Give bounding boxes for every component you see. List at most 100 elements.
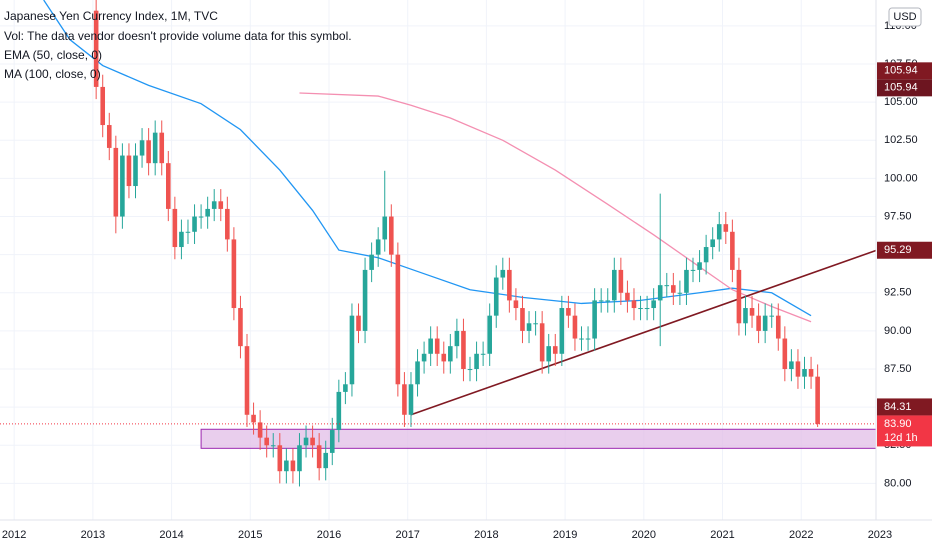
candle-body bbox=[815, 376, 820, 424]
y-tick-label: 105.00 bbox=[884, 96, 918, 108]
price-label-box bbox=[877, 79, 932, 97]
candle-body bbox=[795, 361, 801, 377]
candle-body bbox=[185, 231, 191, 233]
candle-body bbox=[612, 269, 617, 301]
candle-body bbox=[343, 384, 348, 392]
chart-title: Japanese Yen Currency Index, 1M, TVC bbox=[4, 9, 218, 23]
candle-body bbox=[775, 315, 781, 339]
x-tick-label: 2021 bbox=[710, 529, 734, 541]
candle-body bbox=[598, 300, 604, 302]
candle-body bbox=[284, 460, 289, 472]
y-tick-label: 80.00 bbox=[884, 477, 912, 489]
candle-body bbox=[310, 437, 315, 446]
y-tick-label: 100.00 bbox=[884, 172, 918, 184]
candle-body bbox=[467, 369, 473, 371]
indicator-line bbox=[410, 249, 877, 416]
candle-body bbox=[526, 323, 532, 331]
x-tick-label: 2016 bbox=[317, 529, 341, 541]
candle-body bbox=[539, 323, 545, 362]
price-label-box bbox=[877, 415, 932, 447]
indicator-line bbox=[43, 0, 812, 317]
price-label: 95.29 bbox=[884, 244, 912, 256]
candle-body bbox=[802, 369, 807, 377]
x-tick-label: 2017 bbox=[395, 529, 419, 541]
candle-body bbox=[808, 369, 814, 377]
indicator-line bbox=[299, 92, 812, 323]
x-tick-label: 2015 bbox=[238, 529, 262, 541]
candle-body bbox=[133, 155, 138, 187]
candle-body bbox=[690, 269, 696, 271]
candle-body bbox=[487, 315, 492, 354]
candle-body bbox=[684, 269, 689, 293]
candle-body bbox=[572, 315, 578, 339]
candle-body bbox=[323, 452, 329, 469]
currency-badge bbox=[888, 7, 922, 27]
candle-body bbox=[257, 422, 263, 438]
candle-body bbox=[631, 300, 637, 309]
candle-body bbox=[211, 201, 217, 209]
candle-body bbox=[421, 353, 427, 362]
candle-body bbox=[520, 308, 525, 331]
candle-body bbox=[585, 338, 591, 340]
candle-body bbox=[566, 308, 571, 316]
candle-body bbox=[100, 86, 106, 126]
candle-body bbox=[507, 269, 512, 301]
candle-body bbox=[546, 346, 552, 362]
candle-body bbox=[192, 216, 197, 232]
candle-body bbox=[461, 330, 466, 370]
candle-body bbox=[638, 308, 643, 310]
candle-body bbox=[500, 269, 506, 278]
candle-body bbox=[592, 300, 597, 339]
candle-body bbox=[106, 125, 112, 148]
candle-body bbox=[238, 308, 243, 347]
candle-body bbox=[671, 285, 676, 293]
candle-body bbox=[605, 300, 611, 302]
candle-body bbox=[743, 308, 748, 324]
y-tick-label: 102.50 bbox=[884, 134, 918, 146]
x-tick-label: 2020 bbox=[632, 529, 656, 541]
candle-body bbox=[448, 346, 453, 362]
candle-body bbox=[762, 315, 768, 331]
price-axis: 80.0082.5085.0087.5090.0092.5095.0097.50… bbox=[875, 0, 932, 520]
candle-body bbox=[697, 262, 702, 270]
countdown-label: 12d 1h bbox=[884, 432, 918, 444]
candle-body bbox=[172, 208, 178, 248]
x-tick-label: 2014 bbox=[159, 529, 183, 541]
y-tick-label: 87.50 bbox=[884, 363, 912, 375]
candle-body bbox=[493, 277, 499, 316]
x-tick-label: 2019 bbox=[553, 529, 577, 541]
candle-body bbox=[552, 346, 558, 354]
x-tick-label: 2022 bbox=[789, 529, 813, 541]
candle-body bbox=[703, 247, 709, 263]
price-label: 105.94 bbox=[884, 65, 918, 77]
candle-body bbox=[789, 361, 794, 370]
candle-body bbox=[434, 338, 440, 354]
candle-body bbox=[277, 445, 283, 472]
candle-body bbox=[369, 254, 374, 270]
candle-body bbox=[316, 445, 322, 469]
candle-body bbox=[408, 384, 414, 415]
candle-body bbox=[441, 353, 447, 362]
x-tick-label: 2018 bbox=[474, 529, 498, 541]
candle-body bbox=[297, 445, 302, 472]
candle-body bbox=[533, 323, 538, 325]
candle-body bbox=[730, 231, 735, 270]
candle-body bbox=[93, 10, 99, 87]
price-label: 83.90 bbox=[884, 418, 912, 430]
candle-body bbox=[644, 308, 650, 310]
candle-body bbox=[126, 155, 132, 187]
candle-body bbox=[166, 163, 171, 209]
candle-body bbox=[270, 445, 276, 447]
volume-note: Vol: The data vendor doesn't provide vol… bbox=[4, 29, 352, 43]
candle-body bbox=[782, 338, 788, 370]
candle-body bbox=[113, 147, 119, 217]
candle-body bbox=[198, 216, 204, 218]
candle-body bbox=[395, 254, 401, 385]
candle-body bbox=[736, 269, 742, 324]
y-tick-label: 90.00 bbox=[884, 325, 912, 337]
candle-body bbox=[651, 300, 656, 309]
zone bbox=[200, 428, 878, 449]
candle-body bbox=[159, 132, 165, 164]
candle-body bbox=[428, 338, 433, 354]
